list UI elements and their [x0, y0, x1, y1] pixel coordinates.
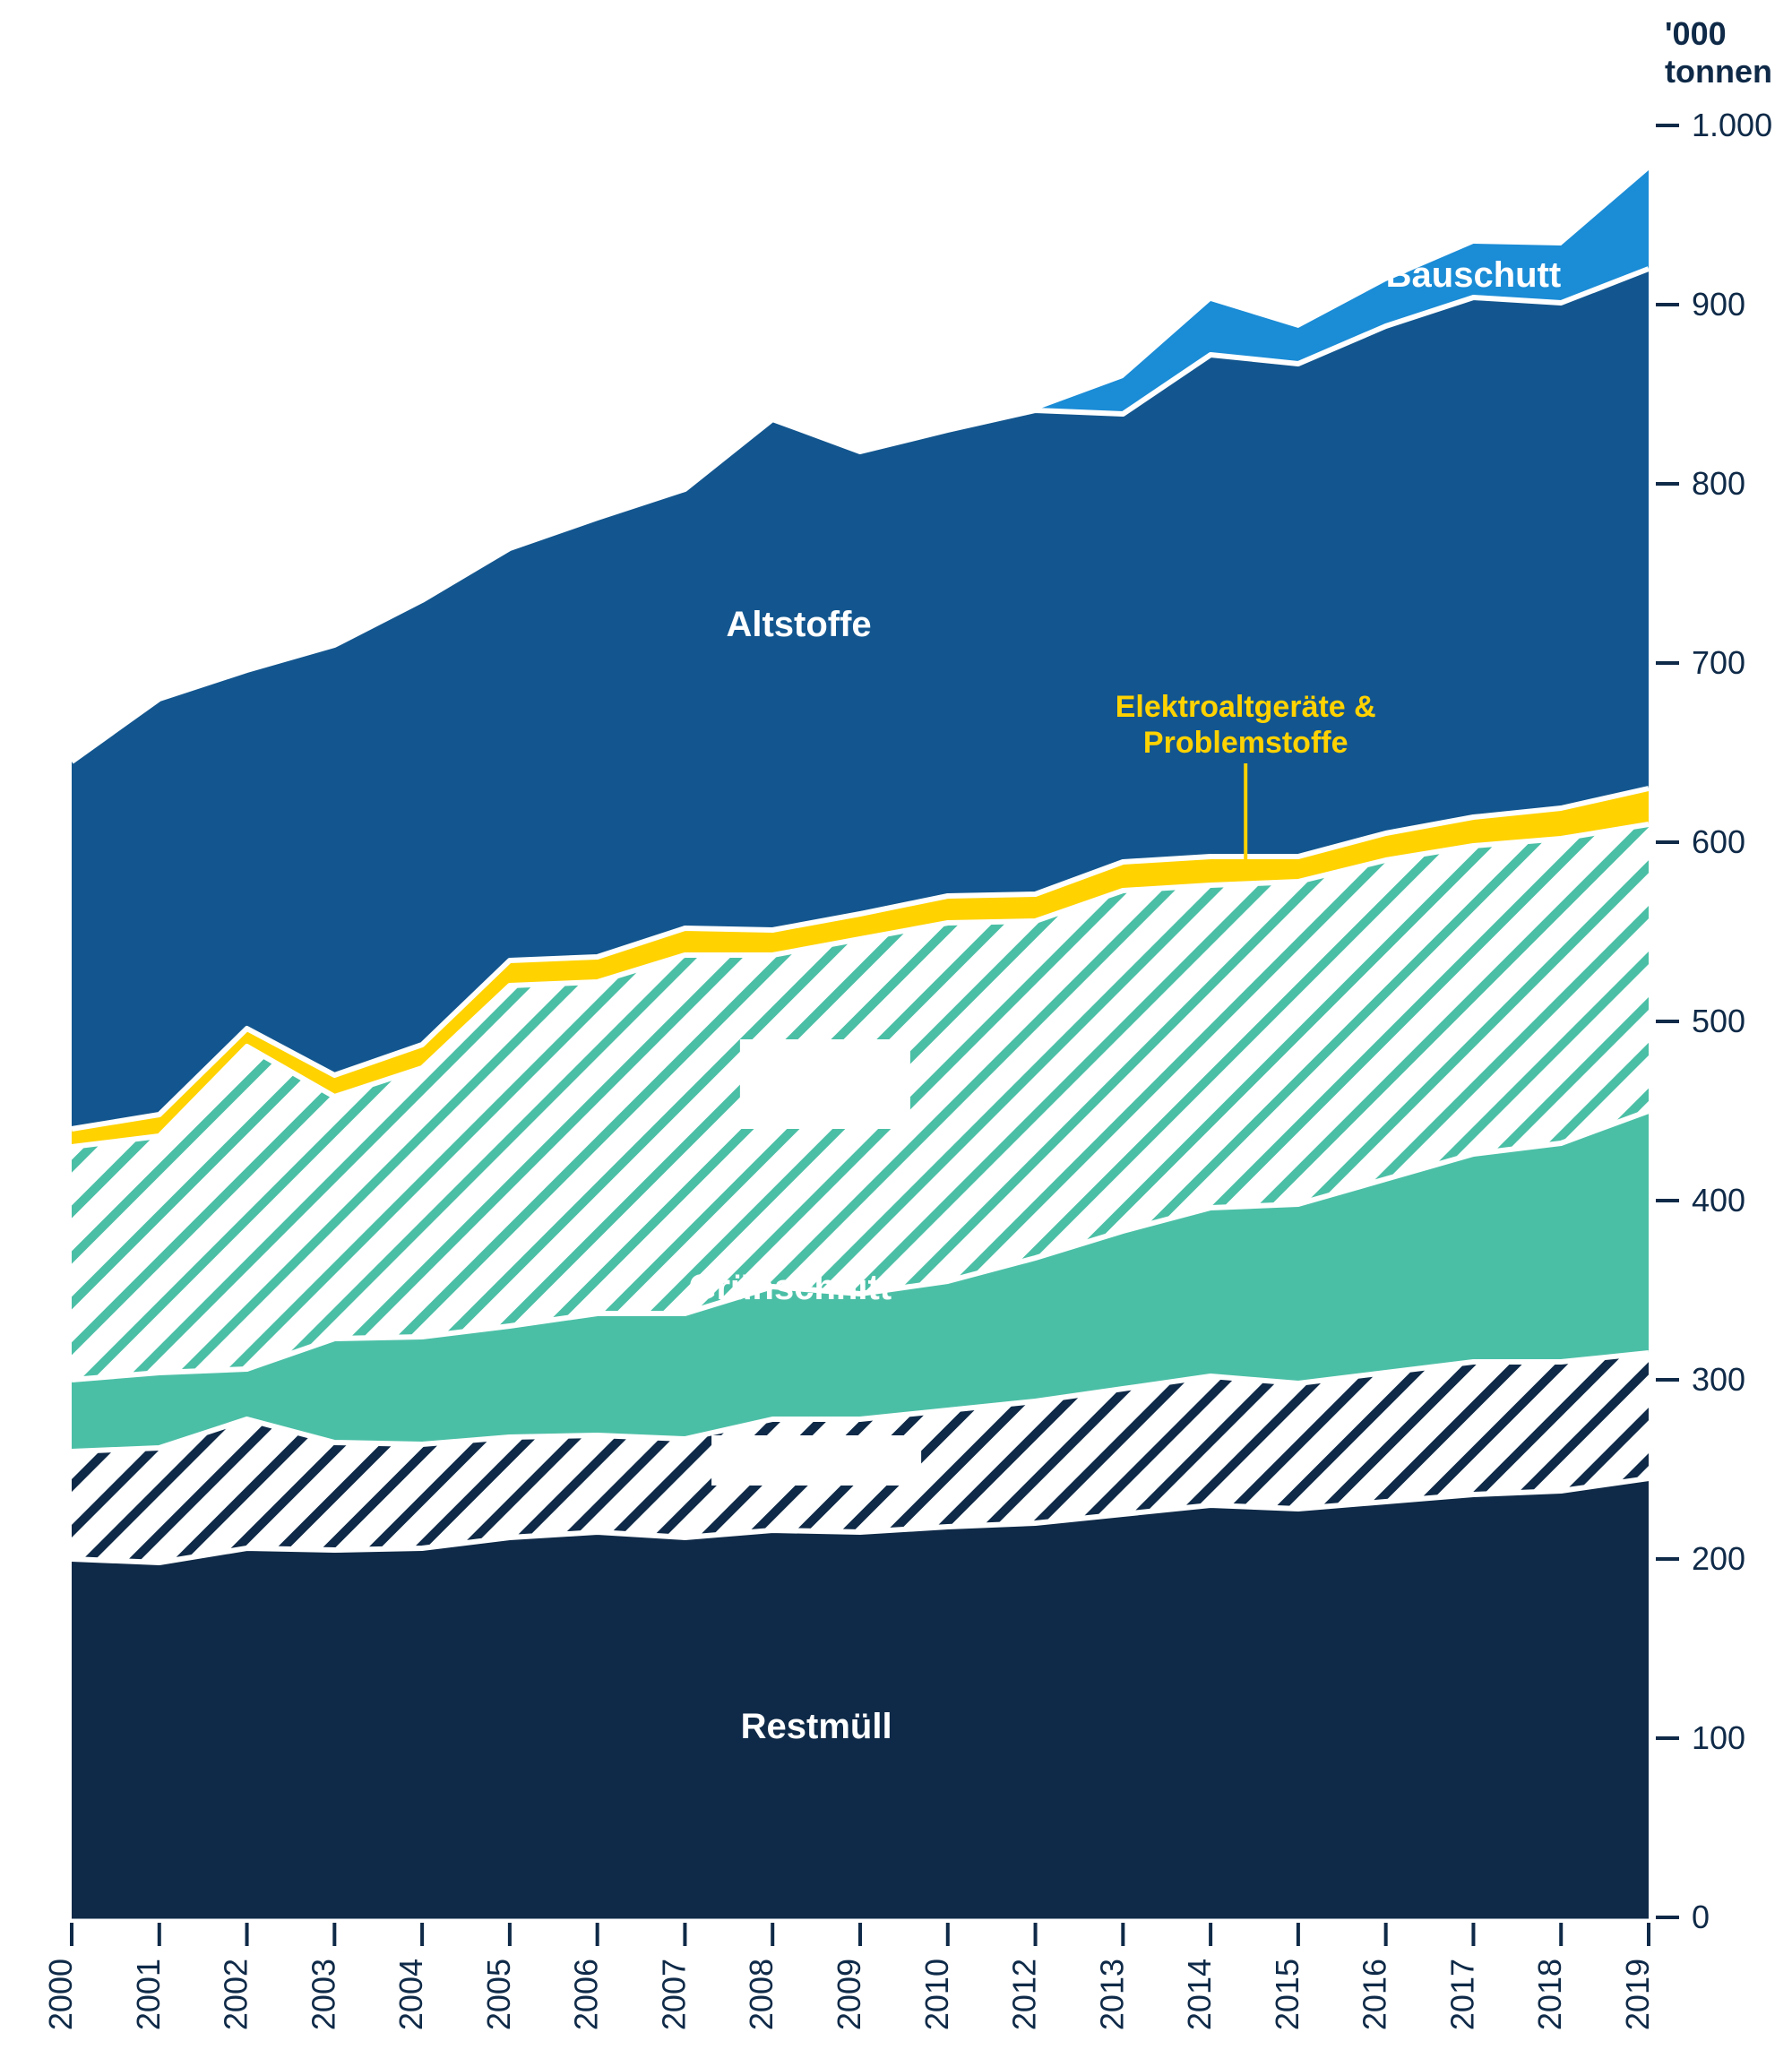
x-tick-label: 2015 — [1269, 1959, 1305, 2030]
label-altstoffe: Altstoffe — [726, 605, 871, 644]
y-tick-label: 800 — [1692, 465, 1745, 502]
y-tick-label: 100 — [1692, 1719, 1745, 1756]
label-sperrmuell-line0: Sperrmüll — [733, 1437, 900, 1477]
y-tick-label: 600 — [1692, 823, 1745, 860]
x-tick-label: 2014 — [1181, 1959, 1218, 2030]
x-tick-label: 2005 — [480, 1959, 517, 2030]
x-tick-label: 2016 — [1357, 1959, 1393, 2030]
y-unit-line1: '000 — [1665, 15, 1727, 52]
x-tick-label: 2018 — [1531, 1959, 1568, 2030]
x-tick-label: 2006 — [568, 1959, 605, 2030]
x-tick-label: 2001 — [130, 1959, 167, 2030]
x-tick-label: 2000 — [42, 1959, 79, 2030]
label-restmuell: Restmüll — [741, 1707, 892, 1746]
x-tick-label: 2003 — [305, 1959, 341, 2030]
label-biogene-line1: Abfälle — [765, 1081, 884, 1120]
x-tick-label: 2007 — [655, 1959, 692, 2030]
x-tick-label: 2009 — [831, 1959, 867, 2030]
label-gruenschnitt: Grünschnitt — [688, 1268, 892, 1307]
y-tick-label: 700 — [1692, 644, 1745, 681]
y-tick-label: 0 — [1692, 1899, 1710, 1935]
x-tick-label: 2013 — [1093, 1959, 1130, 2030]
y-tick-label: 300 — [1692, 1361, 1745, 1398]
label-biogene-line0: Biogene — [754, 1041, 896, 1081]
x-tick-label: 2004 — [392, 1959, 429, 2030]
label-bauschutt: Bauschutt — [1386, 255, 1562, 295]
waste-stacked-area-chart: 0 100 200 300 400 500 600 700 800 900 1.000 '000ton… — [0, 0, 1792, 2067]
x-tick-label: 2012 — [1006, 1959, 1043, 2030]
y-tick-label: 400 — [1692, 1182, 1745, 1219]
y-tick-label: 900 — [1692, 286, 1745, 323]
y-tick-label: 1.000 — [1692, 107, 1772, 143]
x-tick-label: 2019 — [1619, 1959, 1656, 2030]
chart-svg: 0 100 200 300 400 500 600 700 800 900 1.000 '000ton… — [0, 0, 1792, 2067]
x-tick-label: 2008 — [743, 1959, 780, 2030]
x-tick-label: 2002 — [218, 1959, 254, 2030]
y-tick-label: 200 — [1692, 1540, 1745, 1577]
y-unit-line2: tonnen — [1665, 53, 1772, 90]
label-elektro-line0: Elektroaltgeräte & — [1116, 690, 1376, 724]
x-tick-label: 2010 — [918, 1959, 955, 2030]
label-elektro-line1: Problemstoffe — [1143, 726, 1348, 760]
y-tick-label: 500 — [1692, 1003, 1745, 1039]
x-tick-label: 2017 — [1443, 1959, 1480, 2030]
